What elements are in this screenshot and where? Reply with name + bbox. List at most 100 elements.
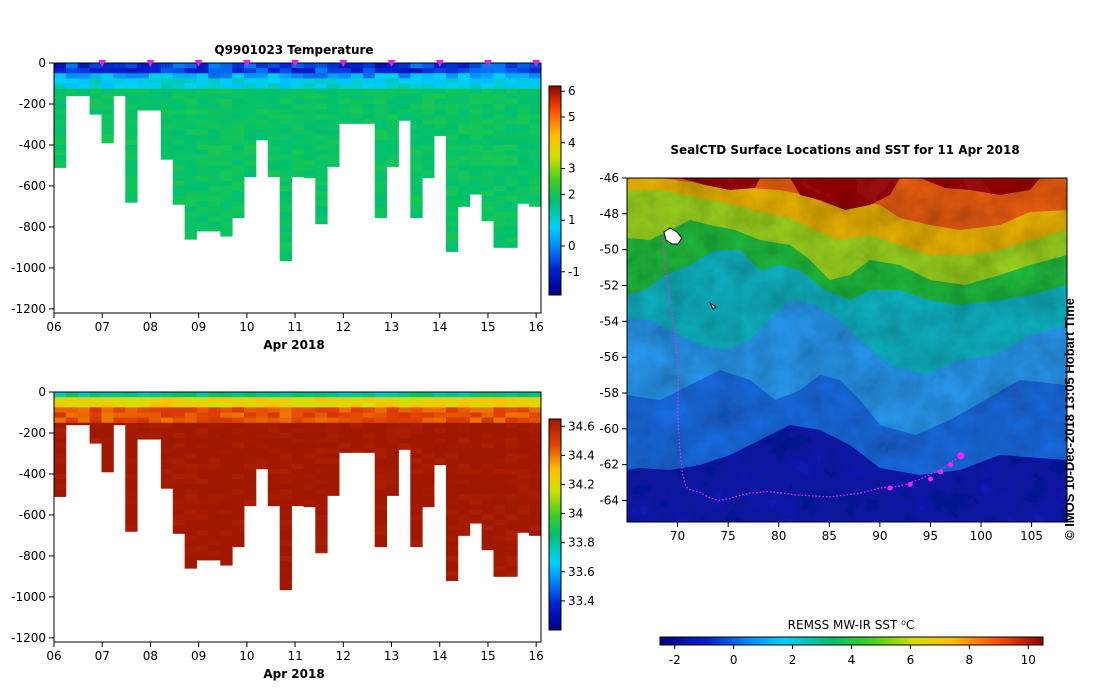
profile-column <box>410 392 422 547</box>
longitude-tick-label: 90 <box>872 529 887 543</box>
latitude-tick-label: -56 <box>599 350 619 364</box>
profile-column <box>339 392 351 453</box>
profile-column <box>434 392 446 465</box>
longitude-tick-label: 105 <box>1020 529 1043 543</box>
profile-column <box>446 392 458 581</box>
colorbar-tick-label: 33.4 <box>568 594 595 608</box>
profile-column <box>185 63 197 240</box>
profile-column <box>529 392 541 536</box>
x-tick-label: 09 <box>191 649 206 663</box>
x-tick-label: 10 <box>239 649 254 663</box>
sst-field <box>627 178 1067 522</box>
latitude-tick-label: -54 <box>599 314 619 328</box>
profile-column <box>398 392 410 450</box>
profile-column <box>505 63 517 248</box>
seal-position <box>908 482 913 487</box>
profile-column <box>54 392 66 497</box>
temperature-x-axis: 06 07 08 09 10 11 12 13 14 15 16 <box>46 313 543 334</box>
seal-position <box>887 485 892 490</box>
temperature-title: Q9901023 Temperature <box>214 43 373 57</box>
y-tick-label: 0 <box>38 385 46 399</box>
x-tick-label: 07 <box>95 649 110 663</box>
longitude-tick-label: 75 <box>721 529 736 543</box>
longitude-tick-label: 80 <box>771 529 786 543</box>
profile-column <box>470 63 482 195</box>
profile-column <box>315 392 327 553</box>
temperature-x-axis-label: Apr 2018 <box>263 338 324 352</box>
temperature-y-axis: 0 -200 -400 -600 -800 -1000 -1200 <box>11 56 54 316</box>
profile-column <box>66 63 78 96</box>
profile-column <box>90 63 102 115</box>
latitude-tick-label: -50 <box>599 243 619 257</box>
colorbar-tick-label: 34 <box>568 507 583 521</box>
salinity-colorbar-ticks: 34.6 34.4 34.2 34 33.8 33.6 33.4 <box>561 419 595 608</box>
profile-column <box>280 392 292 590</box>
colorbar-tick-label: 2 <box>568 187 576 201</box>
profile-column <box>458 63 470 207</box>
y-tick-label: -1000 <box>11 261 46 275</box>
salinity-plot-area <box>54 392 541 590</box>
x-tick-label: 12 <box>336 320 351 334</box>
x-tick-label: 08 <box>143 320 158 334</box>
sst-map-panel: SealCTD Surface Locations and SST for 11… <box>599 143 1067 667</box>
profile-column <box>102 63 114 143</box>
x-tick-label: 14 <box>432 649 447 663</box>
salinity-section-panel: 06 07 08 09 10 11 12 13 14 15 16 0-200-400-600-800… <box>11 385 595 681</box>
profile-column <box>208 392 220 560</box>
sst-colorbar-tick-label: 4 <box>848 653 856 667</box>
sst-colorbar <box>660 637 1043 645</box>
map-longitude-axis: 70 75 80 85 90 95 100 105 <box>670 522 1043 543</box>
latitude-tick-label: -60 <box>599 422 619 436</box>
sst-colorbar-tick-label: 8 <box>966 653 974 667</box>
x-tick-label: 11 <box>287 320 302 334</box>
profile-column <box>363 392 375 453</box>
profile-column <box>303 63 315 178</box>
salinity-colorbar <box>549 419 561 630</box>
colorbar-tick-label: 1 <box>568 213 576 227</box>
y-tick-label: -1200 <box>11 302 46 316</box>
colorbar-tick-label: 34.2 <box>568 477 595 491</box>
profile-column <box>292 63 304 177</box>
sst-colorbar-label: REMSS MW-IR SST ⁰C <box>788 618 915 632</box>
profile-column <box>505 392 517 577</box>
seal-position <box>928 477 933 482</box>
y-tick-label: -800 <box>19 220 46 234</box>
profile-column <box>113 392 125 425</box>
profile-column <box>493 392 505 577</box>
profile-column <box>232 63 244 218</box>
x-tick-label: 13 <box>384 649 399 663</box>
y-tick-label: 0 <box>38 56 46 70</box>
latitude-tick-label: -58 <box>599 386 619 400</box>
sst-colorbar-tick-label: -2 <box>669 653 681 667</box>
y-tick-label: -800 <box>19 549 46 563</box>
latitude-tick-label: -48 <box>599 207 619 221</box>
profile-column <box>232 392 244 547</box>
profile-column <box>90 392 102 444</box>
profile-column <box>398 63 410 121</box>
profile-column <box>113 63 125 96</box>
seal-position <box>948 462 953 467</box>
profile-column <box>220 63 232 237</box>
profile-column <box>244 392 256 506</box>
x-tick-label: 15 <box>480 649 495 663</box>
profile-column <box>125 392 137 532</box>
colorbar-tick-label: 5 <box>568 110 576 124</box>
temperature-colorbar-ticks: 6543210-1 <box>561 84 580 279</box>
x-tick-label: 13 <box>384 320 399 334</box>
latitude-tick-label: -62 <box>599 458 619 472</box>
profile-column <box>256 392 268 469</box>
colorbar-tick-label: 0 <box>568 239 576 253</box>
profile-column <box>482 392 494 550</box>
profile-column <box>173 63 185 205</box>
sst-bands <box>627 178 1067 522</box>
sst-colorbar-tick-label: 2 <box>789 653 797 667</box>
profile-column <box>375 392 387 547</box>
sst-colorbar-tick-label: 10 <box>1021 653 1036 667</box>
profile-column <box>197 63 209 231</box>
profile-column <box>517 392 529 533</box>
profile-column <box>125 63 137 203</box>
map-latitude-axis: -46-48-50-52-54-56-58-60-62-64 <box>599 171 627 508</box>
latitude-tick-label: -46 <box>599 171 619 185</box>
profile-column <box>161 392 173 489</box>
profile-column <box>410 63 422 218</box>
